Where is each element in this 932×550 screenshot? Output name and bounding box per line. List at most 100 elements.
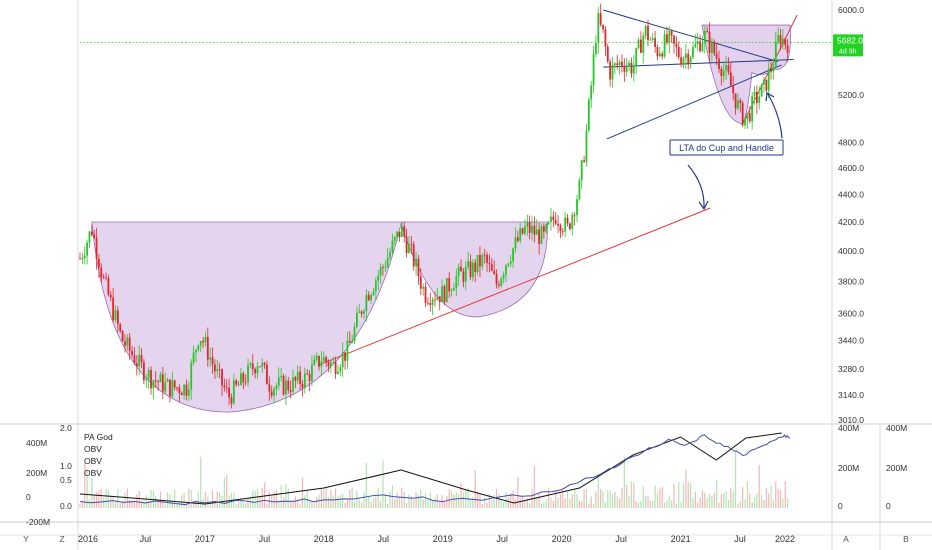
volume-bar	[713, 492, 715, 508]
candle-body	[635, 47, 638, 66]
volume-bar	[777, 489, 779, 508]
candle-body	[666, 34, 668, 43]
candle-body	[476, 254, 479, 272]
candle-body	[389, 251, 391, 258]
volume-bar	[581, 501, 583, 508]
volume-bar	[500, 500, 502, 508]
candle-body	[287, 380, 290, 391]
volume-bar	[521, 496, 524, 508]
volume-bar	[569, 498, 571, 508]
volume-bar	[708, 494, 711, 508]
volume-bar	[81, 500, 83, 508]
candle-body	[216, 369, 219, 372]
volume-bar	[301, 477, 304, 508]
volume-bar	[136, 494, 138, 508]
volume-bar	[633, 483, 635, 508]
price-tick-label: 4600.0	[838, 163, 864, 173]
volume-bar	[176, 504, 178, 508]
candle-body	[166, 379, 169, 382]
volume-bar	[746, 481, 748, 508]
candle-body	[339, 367, 342, 372]
candle-body	[540, 226, 543, 244]
candle-body	[559, 225, 562, 232]
candle-body	[441, 286, 443, 303]
volume-bar	[332, 495, 334, 508]
candle-body	[244, 382, 247, 384]
volume-bar	[512, 490, 514, 508]
candle-body	[625, 66, 628, 72]
candle-body	[668, 30, 671, 43]
volume-bar	[98, 490, 100, 508]
candle-body	[502, 274, 505, 279]
candle-body	[550, 216, 552, 223]
current-price-text: 5682.0	[837, 35, 863, 45]
candle-body	[341, 352, 344, 368]
candle-body	[436, 296, 439, 300]
candle-body	[398, 231, 401, 237]
volume-bar	[576, 494, 578, 508]
candle-body	[367, 294, 370, 301]
volume-bar	[498, 493, 500, 508]
candle-body	[732, 85, 735, 94]
volume-bar	[79, 504, 81, 508]
candle-body	[185, 384, 188, 396]
candle-body	[180, 393, 183, 396]
candle-body	[360, 311, 363, 314]
candle-body	[225, 387, 228, 389]
volume-bar	[162, 501, 164, 508]
price-tick-label: 3440.0	[838, 336, 864, 346]
drawing-lines	[80, 9, 832, 366]
candle-body	[197, 345, 200, 350]
volume-bar	[635, 501, 637, 508]
volume-bar	[768, 493, 770, 508]
indicator-legend-item: PA God	[84, 432, 113, 442]
volume-bar	[458, 494, 460, 508]
candle-body	[689, 57, 692, 64]
candle-body	[744, 119, 746, 126]
candle-body	[737, 100, 739, 109]
candle-body	[190, 362, 193, 390]
time-tick-label: 2019	[433, 534, 453, 544]
candle-body	[531, 225, 533, 233]
volume-bar	[396, 492, 398, 508]
volume-bar	[387, 504, 389, 508]
volume-bar	[595, 491, 597, 508]
candle-body	[318, 355, 320, 367]
indicator-legend-item: OBV	[84, 456, 102, 466]
volume-bar	[406, 502, 408, 508]
candle-body	[240, 373, 242, 386]
volume-bar	[616, 496, 618, 508]
candle-body	[408, 244, 410, 253]
candle-body	[618, 61, 621, 66]
volume-bar	[432, 500, 434, 508]
volume-bar	[711, 495, 713, 508]
volume-bar	[368, 496, 370, 508]
indicator-obv-lines	[79, 432, 791, 506]
indicator-right-tick: 200M	[838, 463, 859, 473]
volume-bar	[361, 502, 363, 508]
volume-bar	[668, 495, 670, 508]
volume-bar	[675, 503, 677, 508]
volume-bar	[145, 495, 147, 508]
candle-body	[760, 84, 763, 97]
volume-bar	[578, 500, 580, 508]
candle-body	[280, 376, 283, 378]
volume-bar	[602, 491, 604, 508]
candle-body	[230, 397, 233, 404]
candle-body	[382, 267, 384, 268]
candle-body	[412, 244, 415, 267]
volume-bar	[261, 487, 263, 508]
volume-bar	[510, 493, 512, 508]
candle-body	[479, 254, 481, 267]
volume-bar	[744, 499, 746, 508]
time-tick-label: 2016	[78, 534, 98, 544]
candle-body	[403, 226, 406, 237]
candle-body	[640, 39, 642, 53]
candle-body	[602, 24, 604, 30]
volume-bar	[155, 496, 157, 508]
volume-bar	[585, 488, 588, 508]
candle-body	[507, 263, 510, 266]
candle-body	[242, 373, 245, 383]
volume-bar	[335, 488, 337, 508]
volume-bar	[150, 489, 152, 508]
